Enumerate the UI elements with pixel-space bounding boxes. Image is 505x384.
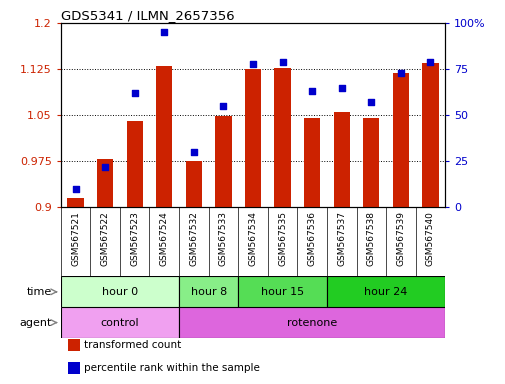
Bar xyxy=(274,68,290,207)
Point xyxy=(160,29,168,35)
Text: transformed count: transformed count xyxy=(84,340,181,350)
Text: hour 0: hour 0 xyxy=(102,287,138,297)
Text: GSM567533: GSM567533 xyxy=(219,211,227,266)
Bar xyxy=(326,276,444,307)
Point xyxy=(367,99,375,105)
Text: GSM567537: GSM567537 xyxy=(336,211,345,266)
Text: GSM567534: GSM567534 xyxy=(248,211,257,266)
Point xyxy=(101,164,109,170)
Text: GSM567532: GSM567532 xyxy=(189,211,198,266)
Bar xyxy=(61,307,179,338)
Text: GSM567539: GSM567539 xyxy=(395,211,405,266)
Point xyxy=(130,90,138,96)
Point xyxy=(308,88,316,94)
Point xyxy=(71,186,79,192)
Bar xyxy=(392,73,408,207)
Point xyxy=(189,149,197,155)
Text: GSM567540: GSM567540 xyxy=(425,211,434,266)
Bar xyxy=(333,112,349,207)
Bar xyxy=(304,118,320,207)
Text: GSM567521: GSM567521 xyxy=(71,211,80,266)
Bar xyxy=(156,66,172,207)
Bar xyxy=(363,118,379,207)
Bar xyxy=(68,339,80,351)
Bar xyxy=(97,159,113,207)
Bar xyxy=(244,69,261,207)
Text: percentile rank within the sample: percentile rank within the sample xyxy=(84,363,259,373)
Text: rotenone: rotenone xyxy=(286,318,337,328)
Text: time: time xyxy=(27,287,52,297)
Text: hour 15: hour 15 xyxy=(261,287,304,297)
Bar xyxy=(67,198,83,207)
Bar xyxy=(68,362,80,374)
Point xyxy=(426,59,434,65)
Text: GSM567523: GSM567523 xyxy=(130,211,139,266)
Bar xyxy=(422,63,438,207)
Text: hour 24: hour 24 xyxy=(364,287,407,297)
Bar xyxy=(126,121,142,207)
Point xyxy=(248,61,257,67)
Point xyxy=(396,70,404,76)
Bar xyxy=(185,161,201,207)
Text: GSM567536: GSM567536 xyxy=(307,211,316,266)
Text: GSM567535: GSM567535 xyxy=(278,211,286,266)
Bar xyxy=(238,276,326,307)
Bar xyxy=(179,307,444,338)
Bar xyxy=(61,276,179,307)
Text: hour 8: hour 8 xyxy=(190,287,226,297)
Text: GSM567538: GSM567538 xyxy=(366,211,375,266)
Text: agent: agent xyxy=(19,318,52,328)
Bar xyxy=(215,116,231,207)
Bar xyxy=(179,276,238,307)
Text: GSM567522: GSM567522 xyxy=(100,211,110,266)
Point xyxy=(278,59,286,65)
Point xyxy=(337,84,345,91)
Text: GDS5341 / ILMN_2657356: GDS5341 / ILMN_2657356 xyxy=(61,9,234,22)
Point xyxy=(219,103,227,109)
Text: GSM567524: GSM567524 xyxy=(160,211,169,266)
Text: control: control xyxy=(100,318,139,328)
